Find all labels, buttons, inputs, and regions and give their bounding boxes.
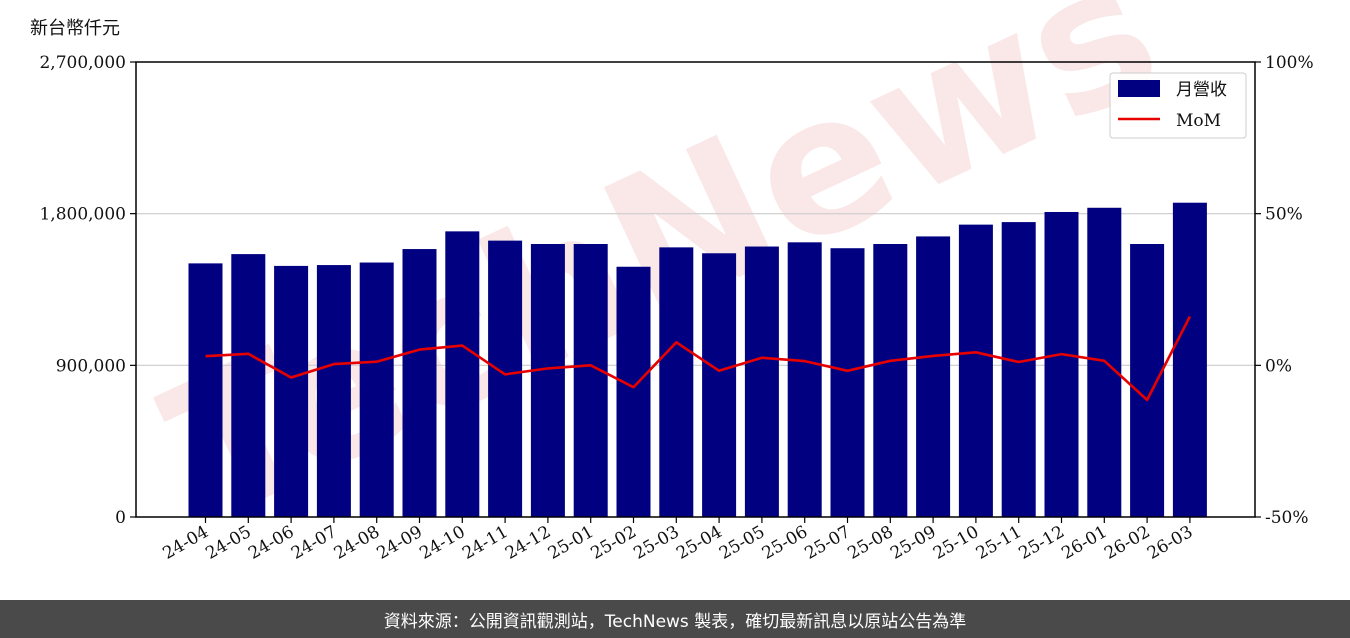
x-tick-label: 25-11 bbox=[973, 522, 1025, 564]
legend-label-revenue: 月營收 bbox=[1176, 80, 1227, 100]
bar-25-07 bbox=[830, 248, 865, 518]
x-tick-label: 24-04 bbox=[160, 522, 212, 564]
bar-24-05 bbox=[231, 254, 266, 517]
bar-24-09 bbox=[402, 249, 437, 518]
y-tick-label: 900,000 bbox=[56, 356, 126, 376]
x-tick-label: 25-02 bbox=[588, 522, 640, 564]
y2-tick-label: 100% bbox=[1265, 53, 1314, 73]
bar-26-03 bbox=[1172, 202, 1207, 518]
x-tick-label: 25-06 bbox=[759, 522, 811, 564]
bar-25-08 bbox=[873, 244, 908, 517]
x-tick-label: 25-12 bbox=[1016, 522, 1068, 564]
bar-25-11 bbox=[1001, 222, 1036, 517]
source-footer-text: 資料來源：公開資訊觀測站，TechNews 製表，確切最新訊息以原站公告為準 bbox=[383, 611, 967, 632]
plot-frame bbox=[135, 61, 1256, 518]
y-tick-label: 2,700,000 bbox=[39, 53, 126, 73]
mom-line-layer bbox=[205, 315, 1192, 402]
bar-24-06 bbox=[274, 265, 309, 517]
bar-25-06 bbox=[787, 242, 822, 517]
x-tick-label: 25-05 bbox=[716, 522, 768, 564]
x-tick-label: 24-10 bbox=[416, 522, 468, 564]
bar-24-11 bbox=[488, 240, 523, 517]
x-tick-label: 25-10 bbox=[930, 522, 982, 564]
revenue-bars bbox=[188, 202, 1207, 518]
bar-26-02 bbox=[1130, 244, 1165, 517]
bar-24-10 bbox=[445, 231, 480, 517]
bar-24-08 bbox=[359, 262, 394, 517]
legend-label-mom: MoM bbox=[1176, 111, 1221, 131]
bar-24-12 bbox=[530, 244, 565, 517]
bar-25-12 bbox=[1044, 211, 1079, 517]
y2-tick-label: -50% bbox=[1265, 508, 1309, 528]
legend: 月營收 MoM bbox=[1109, 72, 1247, 139]
x-tick-label: 24-08 bbox=[331, 522, 383, 564]
y-axis-unit-label: 新台幣仟元 bbox=[30, 18, 120, 39]
bar-25-03 bbox=[659, 247, 694, 518]
x-tick-label: 25-03 bbox=[630, 522, 682, 564]
bar-25-05 bbox=[744, 246, 779, 517]
y2-tick-label: 50% bbox=[1265, 205, 1303, 225]
x-tick-label: 26-02 bbox=[1101, 522, 1153, 564]
y2-tick-label: 0% bbox=[1265, 356, 1292, 376]
bar-25-01 bbox=[573, 244, 608, 517]
x-tick-label: 24-12 bbox=[502, 522, 554, 564]
mom-line bbox=[205, 315, 1192, 402]
source-footer: 資料來源：公開資訊觀測站，TechNews 製表，確切最新訊息以原站公告為準 bbox=[0, 600, 1350, 638]
bar-25-09 bbox=[916, 236, 951, 517]
x-tick-label: 25-09 bbox=[887, 522, 939, 564]
bar-24-04 bbox=[188, 263, 223, 517]
x-tick-label: 25-01 bbox=[545, 522, 597, 564]
x-tick-label: 24-09 bbox=[374, 522, 426, 564]
x-tick-label: 26-01 bbox=[1058, 522, 1110, 564]
bar-25-04 bbox=[702, 253, 737, 517]
x-tick-label: 24-11 bbox=[459, 522, 511, 564]
bar-25-10 bbox=[958, 224, 993, 518]
x-tick-label: 26-03 bbox=[1144, 522, 1196, 564]
chart-svg: TechNews 0900,0001,800,0002,700,000-50%0… bbox=[39, 0, 1314, 564]
x-tick-label: 25-07 bbox=[802, 522, 854, 564]
bar-25-02 bbox=[616, 266, 651, 517]
y-tick-label: 0 bbox=[115, 508, 126, 528]
x-tick-label: 25-04 bbox=[673, 522, 725, 564]
x-tick-label: 25-08 bbox=[844, 522, 896, 564]
legend-swatch-bar bbox=[1118, 80, 1160, 97]
y-tick-label: 1,800,000 bbox=[39, 205, 126, 225]
bar-24-07 bbox=[316, 265, 351, 517]
